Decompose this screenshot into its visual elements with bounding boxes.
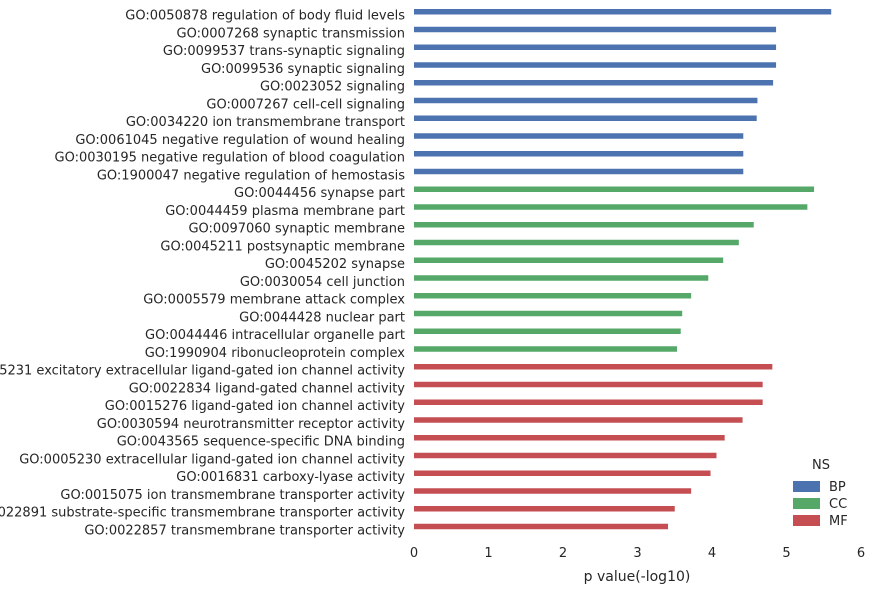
bar-bp-10 — [414, 168, 744, 175]
x-axis: 0 1 2 3 4 5 6 — [410, 546, 865, 561]
category-label: GO:0030594 neurotransmitter receptor act… — [97, 417, 406, 432]
category-label: GO:0045202 synapse — [265, 257, 405, 272]
category-label: GO:0034220 ion transmembrane transport — [126, 115, 405, 130]
legend-entry-bp: BP — [829, 480, 846, 495]
category-label: GO:0005230 extracellular ligand-gated io… — [19, 452, 405, 467]
category-label: GO:0099536 synaptic signaling — [201, 62, 405, 77]
category-label: GO:0007268 synaptic transmission — [177, 26, 405, 41]
bar-mf-8 — [414, 488, 692, 494]
category-label: GO:0022834 ligand-gated channel activity — [129, 381, 406, 396]
bar-cc-3 — [414, 222, 754, 228]
category-label: GO:0050878 regulation of body fluid leve… — [125, 9, 405, 24]
bar-bp-6 — [414, 97, 758, 104]
x-tick-label: 0 — [410, 546, 418, 561]
bar-cc-7 — [414, 293, 692, 299]
bar-cc-10 — [414, 346, 677, 352]
category-label: GO:0023052 signaling — [260, 80, 405, 95]
category-label: GO:0045211 postsynaptic membrane — [160, 239, 405, 254]
category-label: GO:0030195 negative regulation of blood … — [55, 151, 406, 166]
x-tick-label: 6 — [857, 546, 865, 561]
legend-entry-cc: CC — [829, 497, 847, 512]
category-label: GO:0022891 substrate-specific transmembr… — [0, 506, 405, 521]
bar-mf-7 — [414, 470, 711, 476]
legend-swatch-mf — [793, 515, 820, 526]
category-label: GO:0007267 cell-cell signaling — [206, 97, 405, 112]
x-tick-label: 5 — [782, 546, 790, 561]
category-label: GO:0015276 ligand-gated ion channel acti… — [105, 399, 406, 414]
category-label: GO:0022857 transmembrane transporter act… — [84, 523, 405, 538]
legend-swatch-bp — [793, 481, 820, 492]
bar-mf-4 — [414, 417, 743, 423]
category-label: GO:0030054 cell junction — [240, 275, 405, 290]
x-tick-label: 3 — [633, 546, 641, 561]
category-label: GO:0044456 synapse part — [234, 186, 405, 201]
legend-title: NS — [812, 458, 830, 473]
bar-cc-1 — [414, 186, 815, 192]
bar-mf-9 — [414, 506, 675, 512]
category-label: GO:0043565 sequence-specific DNA binding — [117, 435, 405, 450]
bar-cc-5 — [414, 257, 724, 263]
category-label: GO:0097060 synaptic membrane — [188, 222, 405, 237]
legend-swatch-cc — [793, 498, 820, 509]
bar-cc-9 — [414, 328, 681, 334]
category-label: GO:0005231 excitatory extracellular liga… — [0, 364, 405, 379]
bar-mf-2 — [414, 381, 763, 388]
category-label: GO:1900047 negative regulation of hemost… — [97, 168, 405, 183]
bar-bp-8 — [414, 133, 744, 139]
bar-mf-1 — [414, 364, 773, 370]
category-label: GO:0099537 trans-synaptic signaling — [163, 44, 405, 59]
bar-mf-5 — [414, 435, 725, 441]
legend: NS BP CC MF — [793, 458, 848, 529]
category-label: GO:1990904 ribonucleoprotein complex — [145, 346, 406, 361]
category-label: GO:0061045 negative regulation of wound … — [75, 133, 405, 148]
bar-bp-5 — [414, 80, 774, 86]
bar-mf-6 — [414, 452, 717, 459]
bar-mf-10 — [414, 523, 669, 530]
category-label: GO:0005579 membrane attack complex — [143, 293, 405, 308]
category-label: GO:0044428 nuclear part — [239, 310, 405, 325]
legend-entry-mf: MF — [829, 514, 848, 529]
category-label: GO:0044446 intracellular organelle part — [145, 328, 405, 343]
x-axis-label: p value(-log10) — [584, 569, 691, 585]
bars-layer — [414, 9, 832, 530]
bar-bp-1 — [414, 9, 832, 15]
bar-bp-4 — [414, 62, 777, 68]
category-label: GO:0044459 plasma membrane part — [165, 204, 405, 219]
bar-cc-4 — [414, 239, 739, 246]
bar-bp-9 — [414, 151, 744, 157]
category-label: GO:0015075 ion transmembrane transporter… — [60, 488, 405, 503]
bar-bp-3 — [414, 44, 777, 50]
bar-cc-8 — [414, 310, 683, 317]
category-label: GO:0016831 carboxy-lyase activity — [176, 470, 405, 485]
bar-bp-2 — [414, 26, 777, 33]
bar-cc-2 — [414, 204, 808, 210]
bar-mf-3 — [414, 399, 763, 405]
bar-cc-6 — [414, 275, 709, 281]
bar-bp-7 — [414, 115, 757, 121]
x-tick-label: 4 — [708, 546, 716, 561]
category-labels: GO:0050878 regulation of body fluid leve… — [0, 9, 405, 539]
x-tick-label: 2 — [559, 546, 567, 561]
x-tick-label: 1 — [484, 546, 492, 561]
